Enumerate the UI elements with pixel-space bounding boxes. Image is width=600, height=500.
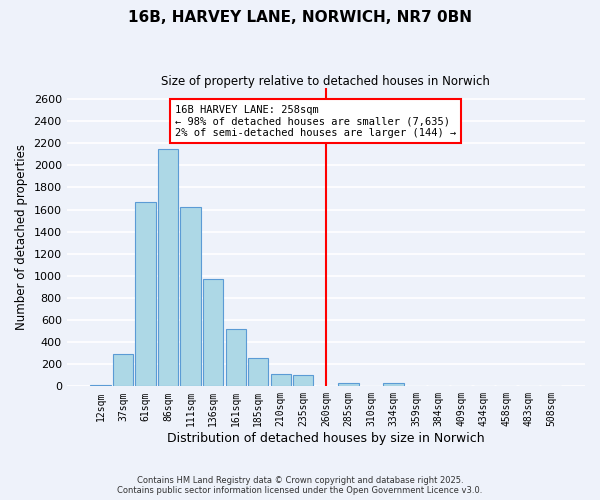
Title: Size of property relative to detached houses in Norwich: Size of property relative to detached ho… xyxy=(161,75,490,88)
Bar xyxy=(181,208,201,386)
Bar xyxy=(158,149,178,386)
X-axis label: Distribution of detached houses by size in Norwich: Distribution of detached houses by size … xyxy=(167,432,485,445)
Bar xyxy=(203,279,223,386)
Bar xyxy=(113,354,133,386)
Y-axis label: Number of detached properties: Number of detached properties xyxy=(15,144,28,330)
Text: 16B HARVEY LANE: 258sqm
← 98% of detached houses are smaller (7,635)
2% of semi-: 16B HARVEY LANE: 258sqm ← 98% of detache… xyxy=(175,104,456,138)
Bar xyxy=(383,383,404,386)
Bar xyxy=(338,383,359,386)
Bar xyxy=(226,330,246,386)
Text: 16B, HARVEY LANE, NORWICH, NR7 0BN: 16B, HARVEY LANE, NORWICH, NR7 0BN xyxy=(128,10,472,25)
Bar xyxy=(271,374,291,386)
Bar xyxy=(90,385,110,386)
Text: Contains HM Land Registry data © Crown copyright and database right 2025.
Contai: Contains HM Land Registry data © Crown c… xyxy=(118,476,482,495)
Bar xyxy=(136,202,155,386)
Bar xyxy=(293,376,313,386)
Bar xyxy=(248,358,268,386)
